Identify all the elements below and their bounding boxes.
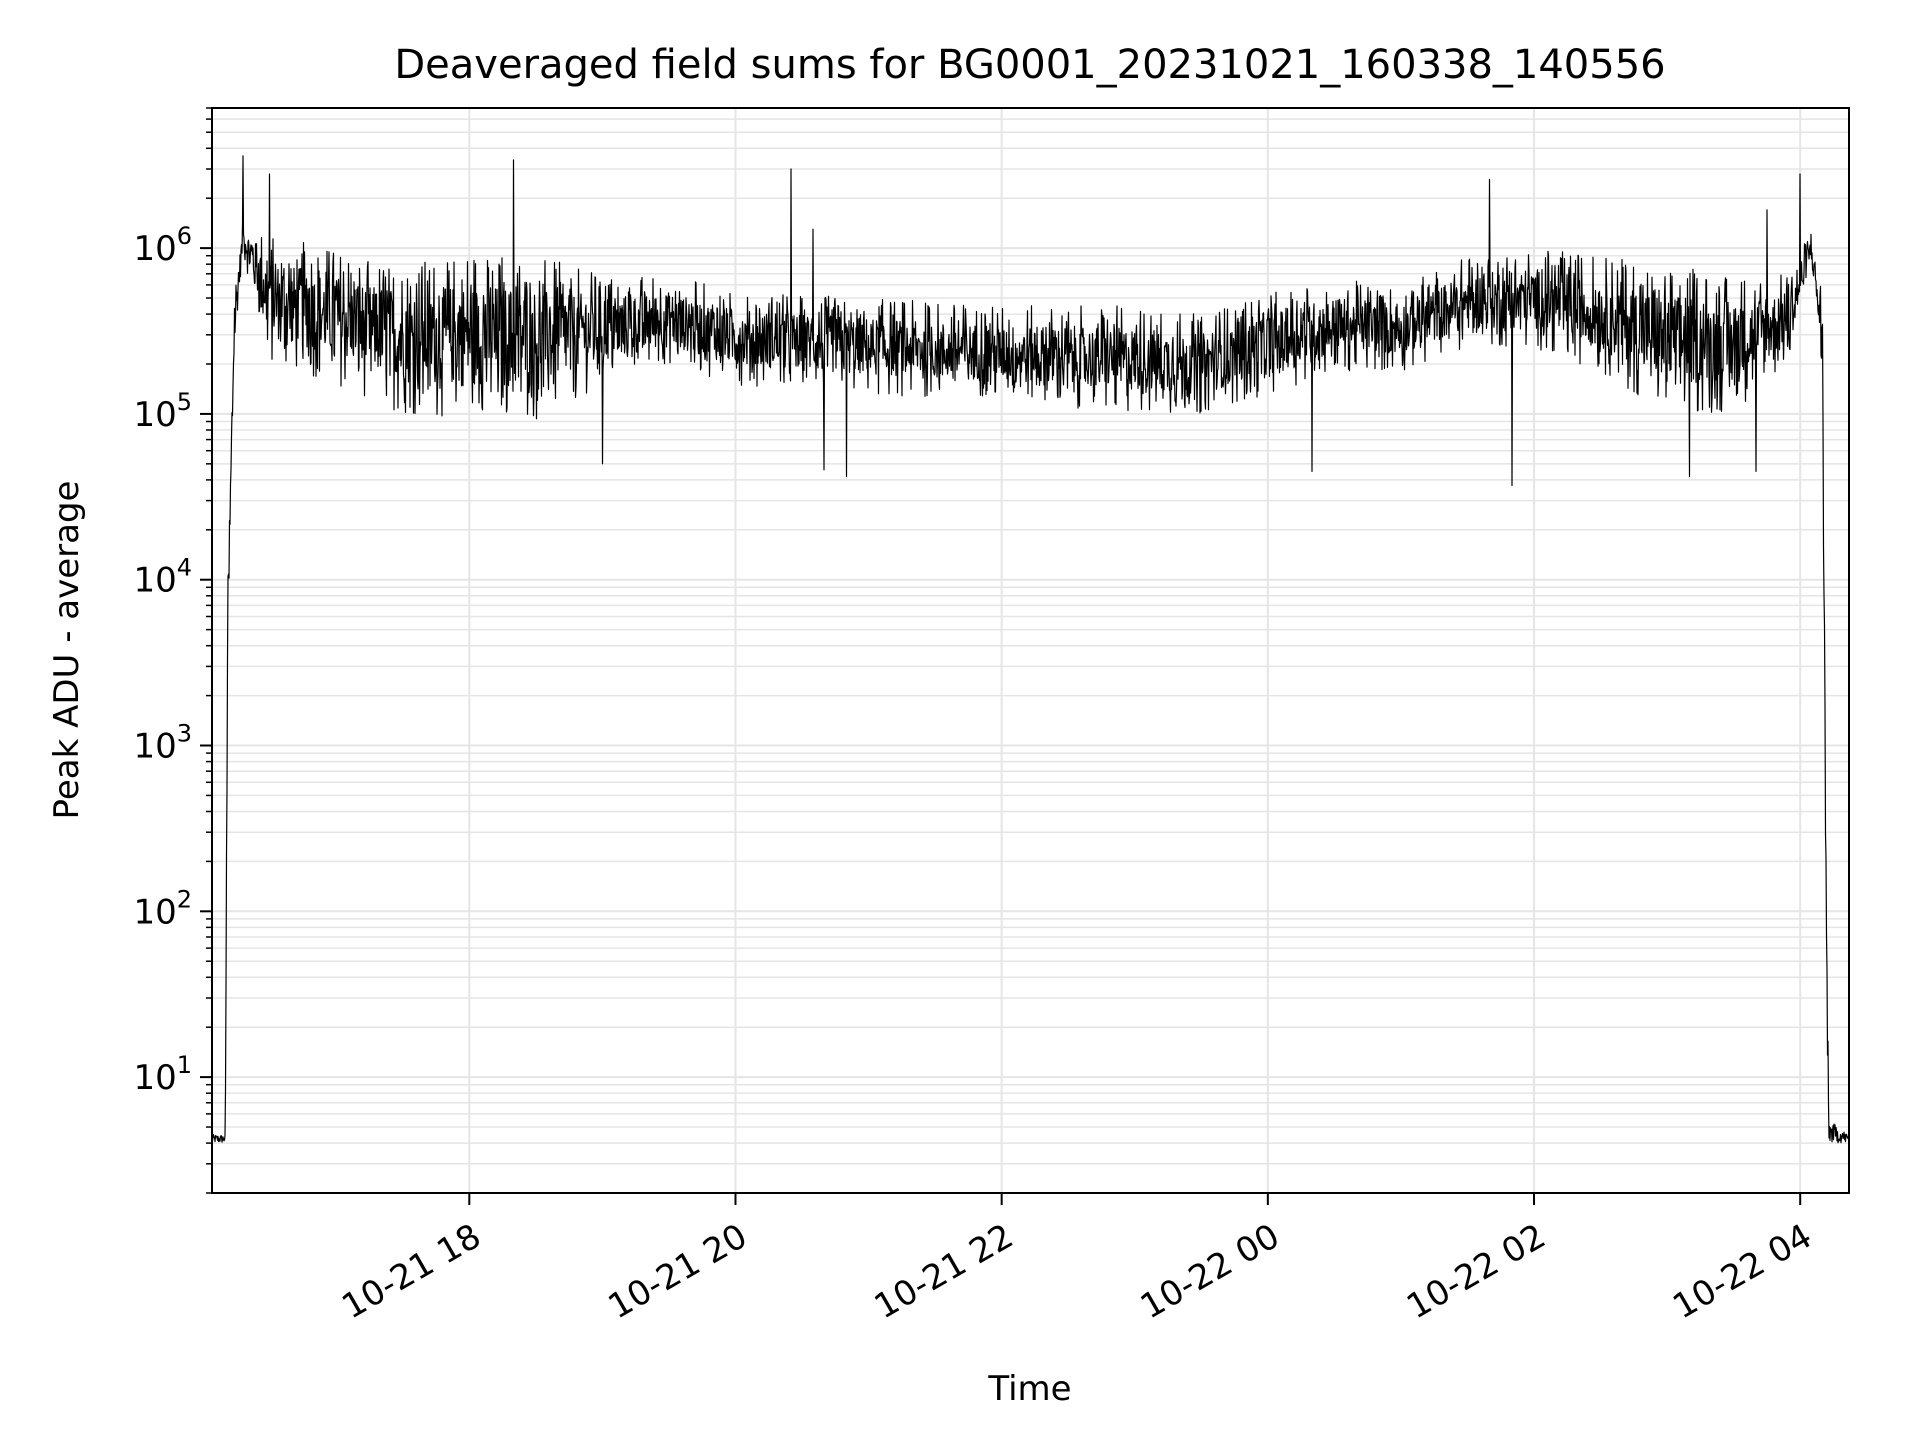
y-tick-label-base: 10 [133, 892, 176, 932]
y-tick-label-base: 10 [133, 395, 176, 435]
y-tick-label: 103 [133, 720, 192, 767]
y-tick-label: 104 [133, 554, 192, 601]
data-series [211, 155, 1850, 1144]
y-tick-label-base: 10 [133, 561, 176, 601]
y-tick-label-base: 10 [133, 1058, 176, 1098]
x-axis-label: Time [987, 1369, 1071, 1409]
chart-title: Deaveraged field sums for BG0001_2023102… [394, 42, 1665, 88]
y-tick-label-exponent: 5 [177, 388, 192, 416]
y-tick-label-exponent: 6 [177, 222, 192, 250]
y-tick-label-exponent: 1 [177, 1051, 192, 1079]
series-line [211, 155, 1850, 1144]
y-tick-label-base: 10 [133, 229, 176, 269]
y-tick-label-exponent: 3 [177, 720, 192, 748]
y-tick-label-exponent: 2 [177, 885, 192, 913]
y-axis-label: Peak ADU - average [47, 481, 87, 820]
y-tick-label: 101 [133, 1051, 192, 1098]
y-tick-label-exponent: 4 [177, 554, 192, 582]
minor-gridlines [212, 107, 1849, 1194]
y-tick-label: 106 [133, 222, 192, 269]
y-tick-label: 105 [133, 388, 192, 435]
y-tick-label-base: 10 [133, 727, 176, 767]
y-tick-label: 102 [133, 885, 192, 932]
plot-frame [211, 107, 1850, 1194]
